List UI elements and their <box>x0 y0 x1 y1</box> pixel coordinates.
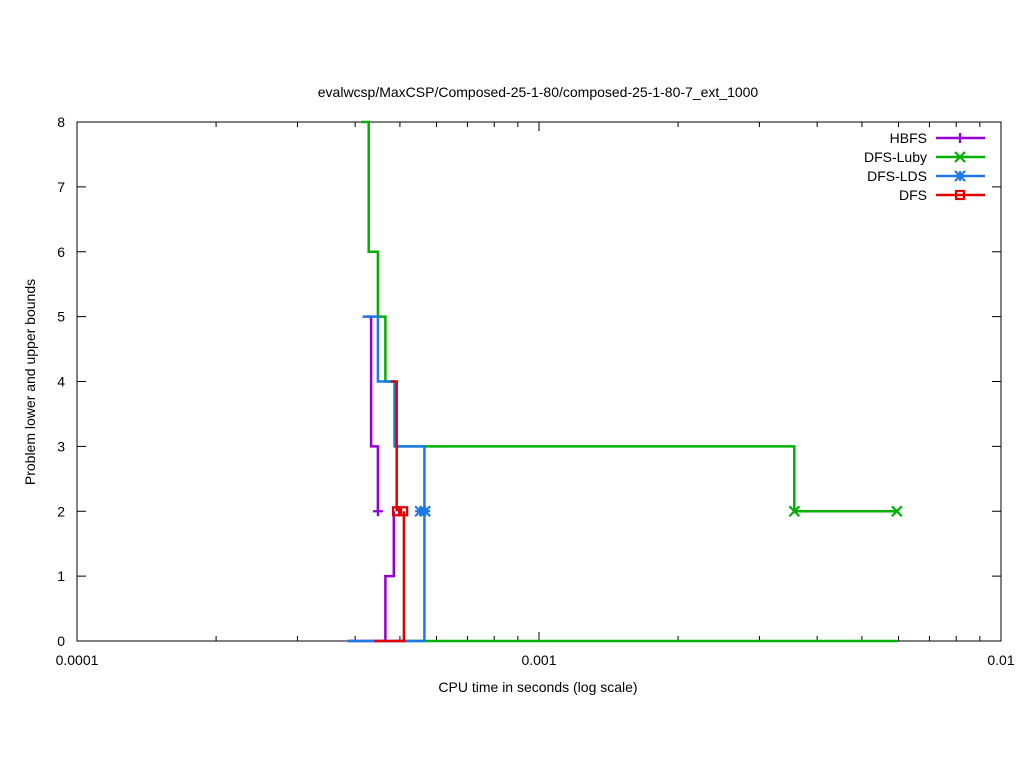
series-dfs-lds-point <box>414 505 426 518</box>
series-dfs <box>374 380 409 643</box>
x-tick-label: 0.01 <box>987 652 1014 668</box>
legend-marker-dfs-lds <box>954 170 966 182</box>
chart-title: evalwcsp/MaxCSP/Composed-25-1-80/compose… <box>318 84 759 100</box>
series-dfs-point <box>391 506 403 517</box>
series-dfs-lds <box>347 315 431 643</box>
legend-marker-hbfs <box>955 133 965 143</box>
series-dfs-lower-line <box>374 511 406 643</box>
series-hbfs-upper-line <box>366 315 380 512</box>
y-tick-label: 1 <box>57 568 65 584</box>
series-dfs-point-stroke <box>398 506 409 517</box>
series-dfs-luby-point-stroke <box>891 505 903 518</box>
legend-marker-dfs-lds-stroke <box>954 170 966 182</box>
axis-tick-labels: 0 1 2 3 4 5 6 7 8 0.0001 0.001 0.01 <box>56 114 1015 668</box>
series-dfs-lds-point-stroke <box>414 505 426 518</box>
axis-ticks <box>76 121 1002 642</box>
legend: HBFS DFS-Luby DFS-LDS DFS <box>864 130 985 203</box>
series-dfs-luby-upper-line <box>361 120 897 513</box>
legend-marker-dfs <box>954 189 966 201</box>
y-tick-label: 3 <box>57 438 65 454</box>
series-hbfs <box>347 315 396 643</box>
series-dfs-upper-line <box>390 380 398 512</box>
series-dfs-lds-point-stroke <box>419 505 431 518</box>
series-dfs-lds-lower-line <box>347 511 426 643</box>
x-tick-label: 0.0001 <box>56 652 99 668</box>
y-tick-label: 7 <box>57 179 65 195</box>
series-dfs-point <box>398 506 409 517</box>
legend-label-dfs-luby: DFS-Luby <box>864 149 927 165</box>
series-hbfs-lower-line <box>347 511 396 643</box>
series-dfs-point-stroke <box>391 506 403 517</box>
y-tick-label: 4 <box>57 374 65 390</box>
x-tick-label: 0.001 <box>521 652 556 668</box>
y-tick-label: 5 <box>57 309 65 325</box>
legend-item-dfs: DFS <box>899 187 985 203</box>
y-tick-label: 2 <box>57 503 65 519</box>
series-dfs-luby-point-stroke <box>788 505 801 518</box>
legend-label-dfs: DFS <box>899 187 927 203</box>
series-layer <box>347 120 903 643</box>
series-dfs-luby <box>361 120 903 643</box>
legend-marker-dfs-luby <box>954 151 966 163</box>
legend-label-dfs-lds: DFS-LDS <box>867 168 927 184</box>
y-tick-label: 6 <box>57 244 65 260</box>
series-dfs-lds-point <box>419 505 431 518</box>
legend-item-hbfs: HBFS <box>890 130 985 146</box>
x-axis-label: CPU time in seconds (log scale) <box>438 679 637 695</box>
legend-marker-dfs-luby-stroke <box>954 151 966 163</box>
y-axis-label: Problem lower and upper bounds <box>22 279 38 485</box>
legend-marker-dfs-stroke <box>954 189 966 201</box>
series-dfs-luby-point <box>788 505 801 518</box>
series-hbfs-point <box>372 506 383 517</box>
series-dfs-luby-point <box>891 505 903 518</box>
y-tick-label: 0 <box>57 633 65 649</box>
plot-frame <box>76 121 1002 642</box>
y-tick-label: 8 <box>57 114 65 130</box>
legend-label-hbfs: HBFS <box>890 130 927 146</box>
legend-item-dfs-lds: DFS-LDS <box>867 168 985 184</box>
legend-item-dfs-luby: DFS-Luby <box>864 149 985 165</box>
